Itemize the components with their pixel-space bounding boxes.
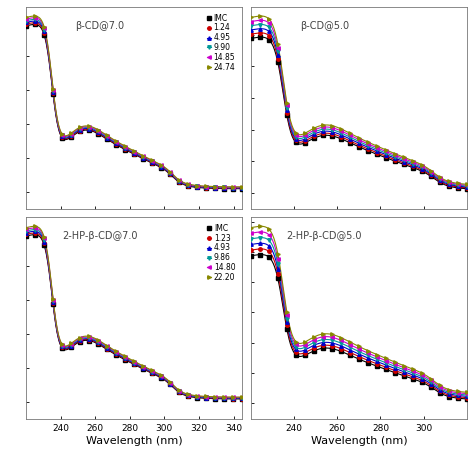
Legend: IMC, 1.24, 4.95, 9.90, 14.85, 24.74: IMC, 1.24, 4.95, 9.90, 14.85, 24.74 [206, 13, 236, 73]
Text: β-CD@5.0: β-CD@5.0 [300, 21, 349, 31]
X-axis label: Wavelength (nm): Wavelength (nm) [86, 436, 182, 446]
Text: 2-HP-β-CD@7.0: 2-HP-β-CD@7.0 [62, 231, 137, 241]
Text: 2-HP-β-CD@5.0: 2-HP-β-CD@5.0 [286, 231, 362, 241]
X-axis label: Wavelength (nm): Wavelength (nm) [310, 436, 407, 446]
Text: β-CD@7.0: β-CD@7.0 [75, 21, 124, 31]
Legend: IMC, 1.23, 4.93, 9.86, 14.80, 22.20: IMC, 1.23, 4.93, 9.86, 14.80, 22.20 [206, 223, 236, 283]
